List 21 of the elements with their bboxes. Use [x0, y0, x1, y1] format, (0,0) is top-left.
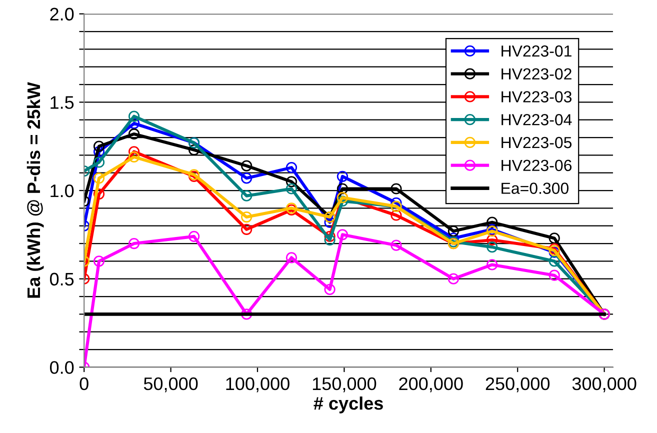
legend-label: HV223-01	[502, 45, 572, 57]
x-tick-label: 0	[80, 377, 88, 390]
x-tick-label: 150,000	[312, 377, 376, 392]
x-tick-label: 100,000	[226, 377, 290, 392]
legend-label: HV223-02	[502, 68, 572, 80]
y-axis-title: Ea (kWh) @ P-dis = 25kW	[26, 82, 44, 298]
y-tick-label: 2.0	[50, 8, 74, 21]
legend-label: Ea=0.300	[502, 182, 569, 194]
y-tick-label: 1.5	[50, 96, 74, 109]
legend-label: HV223-05	[502, 136, 572, 148]
legend-label: HV223-03	[502, 91, 572, 102]
legend-label: HV223-04	[502, 114, 572, 126]
x-tick-label: 50,000	[144, 377, 198, 392]
y-tick-label: 0.0	[50, 361, 74, 374]
y-tick-label: 1.0	[50, 184, 74, 198]
x-tick-label: 300,000	[572, 377, 636, 392]
x-axis-title: # cycles	[314, 396, 383, 414]
legend-label: HV223-06	[502, 160, 572, 172]
y-tick-label: 0.5	[50, 272, 74, 286]
x-tick-label: 200,000	[399, 377, 463, 392]
x-tick-label: 250,000	[486, 377, 550, 392]
